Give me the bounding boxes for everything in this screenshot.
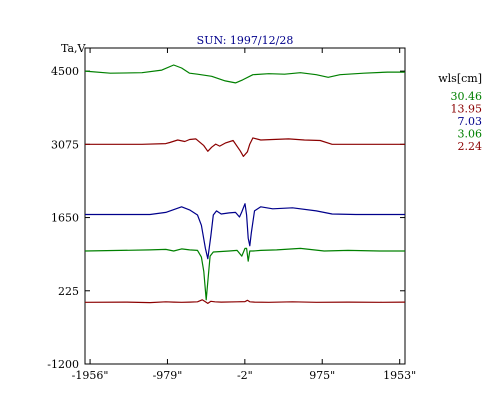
- x-tick-label: -2": [237, 369, 253, 382]
- legend-entry: 30.46: [451, 90, 483, 103]
- y-tick-label: 4500: [51, 65, 79, 78]
- legend-entry: 3.06: [458, 128, 483, 141]
- y-axis-label: Ta,V: [61, 42, 87, 55]
- legend-title: wls[cm]: [438, 72, 482, 85]
- series-line-3.06: [84, 247, 405, 301]
- series-line-13.95: [85, 137, 405, 157]
- series-line-2.24: [84, 299, 406, 304]
- y-tick-label: -1200: [47, 358, 79, 371]
- series-line-30.46: [84, 64, 405, 84]
- legend-entry: 7.03: [458, 115, 483, 128]
- legend-entry: 2.24: [458, 140, 483, 153]
- chart-title: SUN: 1997/12/28: [197, 34, 294, 47]
- x-tick-label: 975": [309, 369, 335, 382]
- x-tick-label: -1956": [72, 369, 109, 382]
- x-tick-label: -979": [153, 369, 183, 382]
- y-tick-label: 225: [58, 285, 79, 298]
- x-tick-label: 1953": [383, 369, 416, 382]
- legend-entry: 13.95: [451, 103, 483, 116]
- series-line-7.03: [85, 203, 405, 260]
- y-axis-ticks: 4500 3075 1650 225 -1200: [47, 65, 405, 371]
- x-axis-ticks: -1956" -979" -2" 975" 1953": [72, 48, 416, 382]
- y-tick-label: 3075: [51, 138, 79, 151]
- y-tick-label: 1650: [51, 212, 79, 225]
- series-lines: [84, 64, 406, 304]
